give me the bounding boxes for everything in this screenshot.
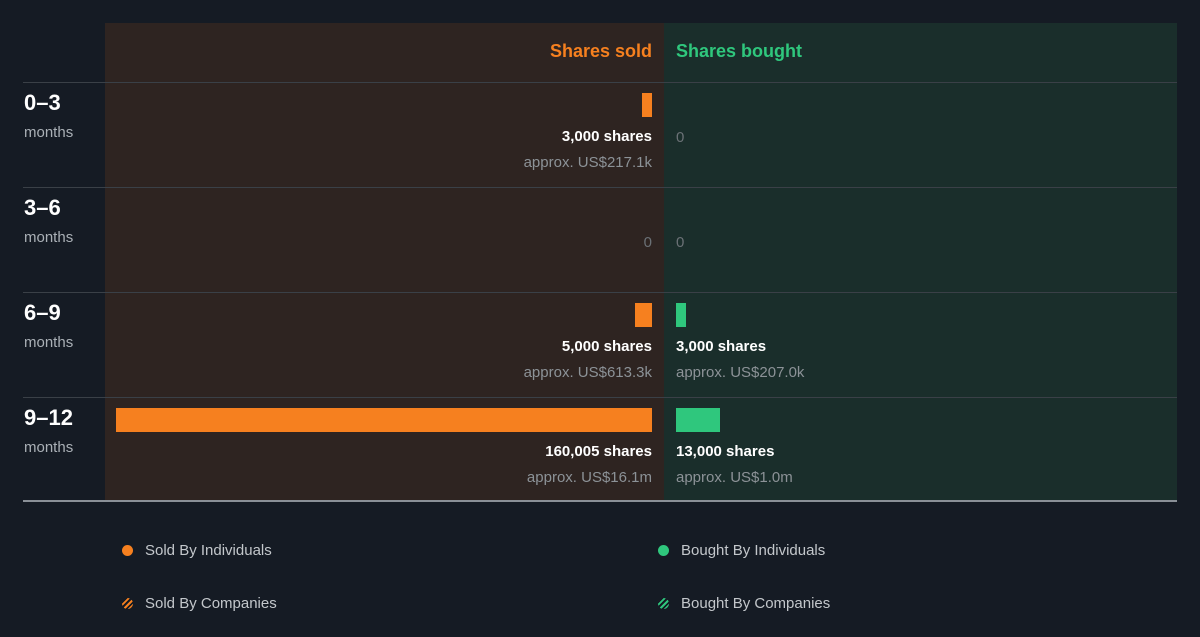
chart-legend: Sold By Individuals Bought By Individuals… bbox=[0, 530, 1200, 630]
sold-shares-label: 160,005 shares bbox=[545, 443, 652, 460]
period-row: 9–12 months 160,005 shares approx. US$16.1m… bbox=[0, 397, 1200, 502]
bought-value-label: approx. US$207.0k bbox=[676, 364, 805, 381]
bought-bar bbox=[676, 408, 720, 432]
bought-shares-label: 0 bbox=[676, 234, 685, 251]
sold-bar bbox=[642, 93, 652, 117]
sold-value-label: approx. US$16.1m bbox=[526, 469, 652, 486]
legend-item: Sold By Individuals bbox=[122, 542, 272, 559]
bought-column-background bbox=[664, 23, 1177, 502]
sold-shares-label: 3,000 shares bbox=[561, 128, 652, 145]
legend-label: Sold By Companies bbox=[145, 595, 277, 612]
insider-trading-chart: Shares sold Shares bought 0–3 months 3,000… bbox=[0, 23, 1200, 502]
bought-value-label: approx. US$1.0m bbox=[676, 469, 793, 486]
legend-item: Bought By Companies bbox=[658, 595, 830, 612]
legend-hatch-icon bbox=[122, 598, 133, 609]
bought-column-header: Shares bought bbox=[676, 41, 803, 61]
period-row: 0–3 months 3,000 shares approx. US$217.1k 0 bbox=[0, 82, 1200, 187]
sold-bar bbox=[116, 408, 652, 432]
sold-bar bbox=[635, 303, 652, 327]
legend-item: Sold By Companies bbox=[122, 595, 277, 612]
bought-shares-label: 0 bbox=[676, 129, 685, 146]
row-divider bbox=[23, 292, 1177, 293]
legend-label: Sold By Individuals bbox=[145, 542, 272, 559]
period-row: 6–9 months 5,000 shares approx. US$613.3k 3,… bbox=[0, 292, 1200, 397]
period-label: 9–12 bbox=[24, 405, 73, 430]
legend-label: Bought By Companies bbox=[681, 595, 831, 612]
sold-column-header: Shares sold bbox=[549, 41, 652, 61]
period-unit-label: months bbox=[24, 439, 74, 456]
period-unit-label: months bbox=[24, 229, 74, 246]
period-label: 3–6 bbox=[24, 195, 61, 220]
sold-value-label: approx. US$217.1k bbox=[523, 154, 652, 171]
sold-value-label: approx. US$613.3k bbox=[523, 364, 652, 381]
chart-baseline bbox=[23, 500, 1177, 502]
period-label: 0–3 bbox=[24, 90, 61, 115]
sold-shares-label: 0 bbox=[643, 234, 652, 251]
sold-shares-label: 5,000 shares bbox=[561, 338, 652, 355]
row-divider bbox=[23, 397, 1177, 398]
bought-shares-label: 3,000 shares bbox=[676, 338, 767, 355]
legend-item: Bought By Individuals bbox=[658, 542, 825, 559]
row-divider bbox=[23, 82, 1177, 83]
legend-hatch-icon bbox=[658, 598, 669, 609]
period-row: 3–6 months 0 0 bbox=[0, 187, 1200, 292]
legend-label: Bought By Individuals bbox=[681, 542, 826, 559]
row-divider bbox=[23, 187, 1177, 188]
legend-dot-icon bbox=[122, 545, 133, 556]
legend-dot-icon bbox=[658, 545, 669, 556]
period-unit-label: months bbox=[24, 124, 74, 141]
period-unit-label: months bbox=[24, 334, 74, 351]
bought-bar bbox=[676, 303, 686, 327]
bought-shares-label: 13,000 shares bbox=[676, 443, 775, 460]
period-label: 6–9 bbox=[24, 300, 61, 325]
